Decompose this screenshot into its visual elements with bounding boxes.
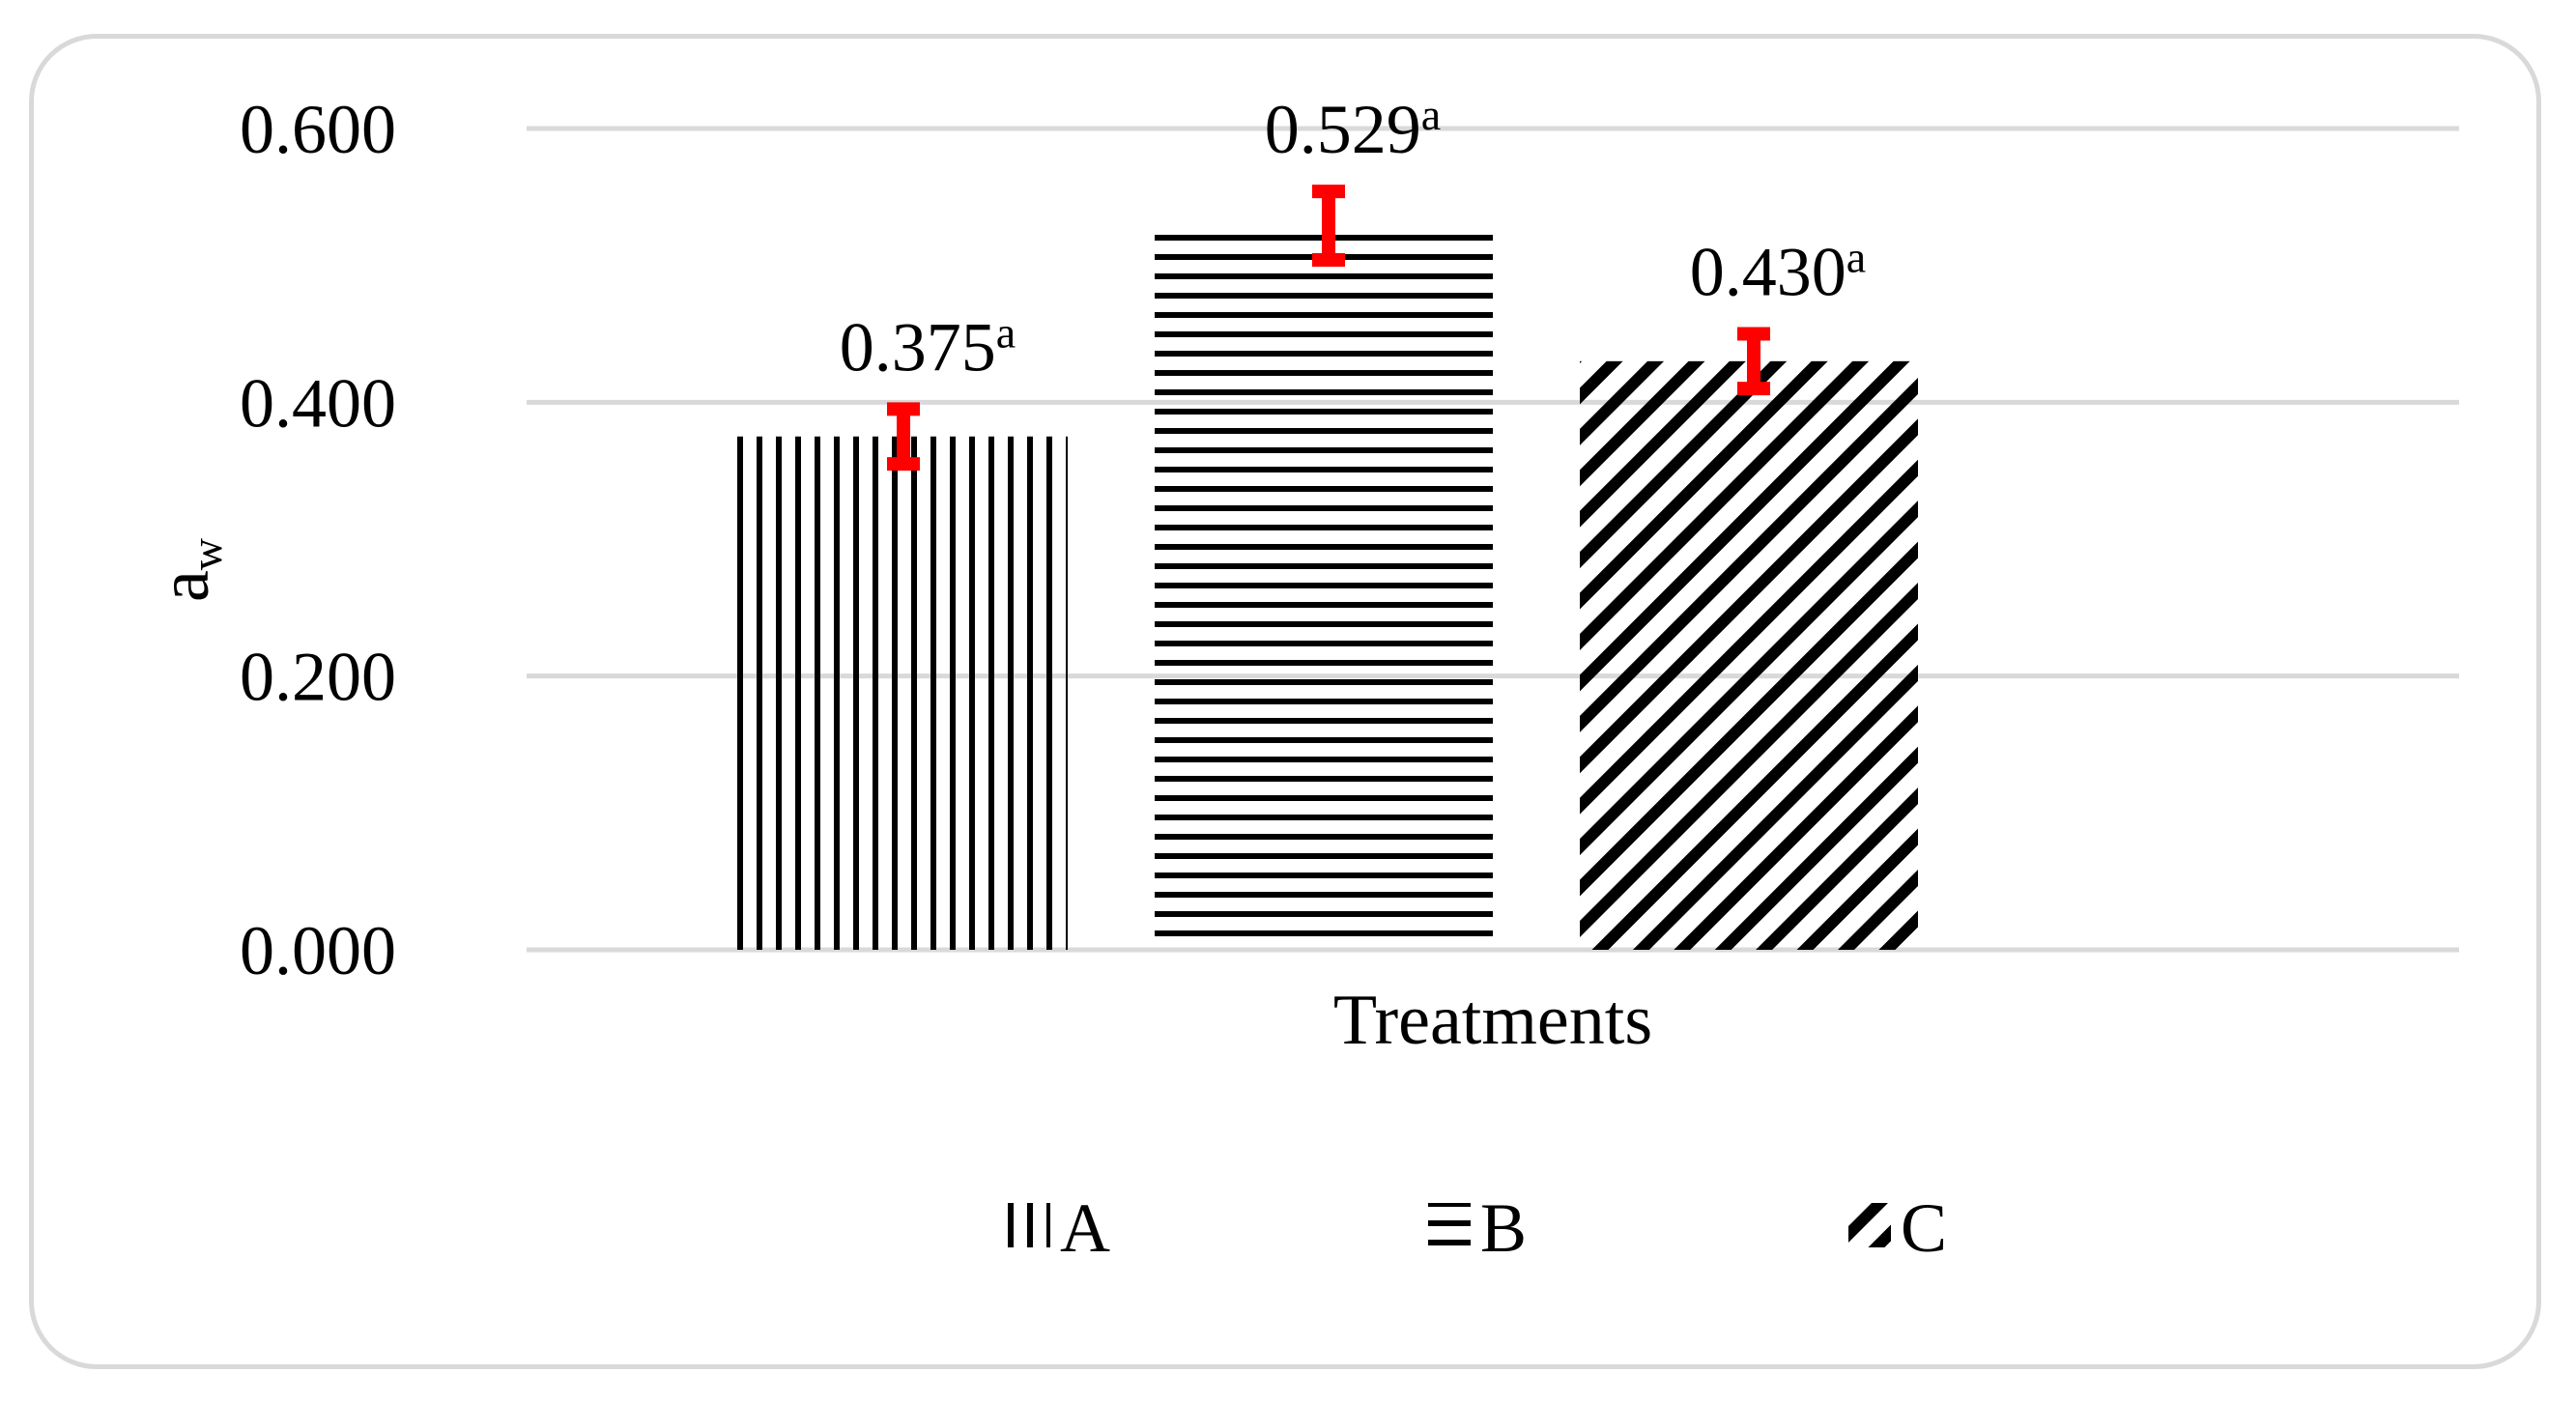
legend-item-c: C [1848, 1189, 1947, 1267]
data-label-b: 0.529a [1265, 90, 1441, 168]
bars [730, 225, 1918, 951]
y-axis-title-subscript: w [182, 537, 231, 570]
legend-item-a: A [1008, 1189, 1110, 1267]
y-tick-label: 0.400 [240, 364, 396, 442]
error-bars [887, 185, 1770, 472]
y-tick-label: 0.200 [240, 639, 396, 716]
error-bar-c [1737, 327, 1770, 396]
data-label-c: 0.430a [1690, 233, 1866, 311]
error-bar-b [1312, 185, 1345, 267]
legend-swatch-b [1428, 1203, 1471, 1247]
error-bar-a [887, 402, 920, 472]
y-axis-ticks: 0.000 0.200 0.400 0.600 [240, 91, 396, 989]
legend-label-b: B [1480, 1189, 1527, 1267]
bar-c [1580, 360, 1918, 950]
bar-b [1155, 225, 1493, 951]
y-axis-title-base: a [145, 570, 224, 602]
data-labels: 0.375a 0.529a 0.430a [840, 90, 1866, 386]
legend: A B C [1008, 1189, 1947, 1267]
legend-label-a: A [1060, 1189, 1110, 1267]
legend-label-c: C [1901, 1189, 1947, 1267]
y-tick-label: 0.000 [240, 912, 396, 989]
legend-swatch-a [1008, 1203, 1050, 1247]
data-label-a: 0.375a [840, 307, 1016, 386]
bar-a [730, 436, 1068, 950]
x-axis-title: Treatments [1333, 981, 1652, 1060]
legend-item-b: B [1428, 1189, 1527, 1267]
y-axis-title: aw [145, 537, 231, 602]
y-tick-label: 0.600 [240, 91, 396, 168]
legend-swatch-c [1848, 1203, 1891, 1247]
